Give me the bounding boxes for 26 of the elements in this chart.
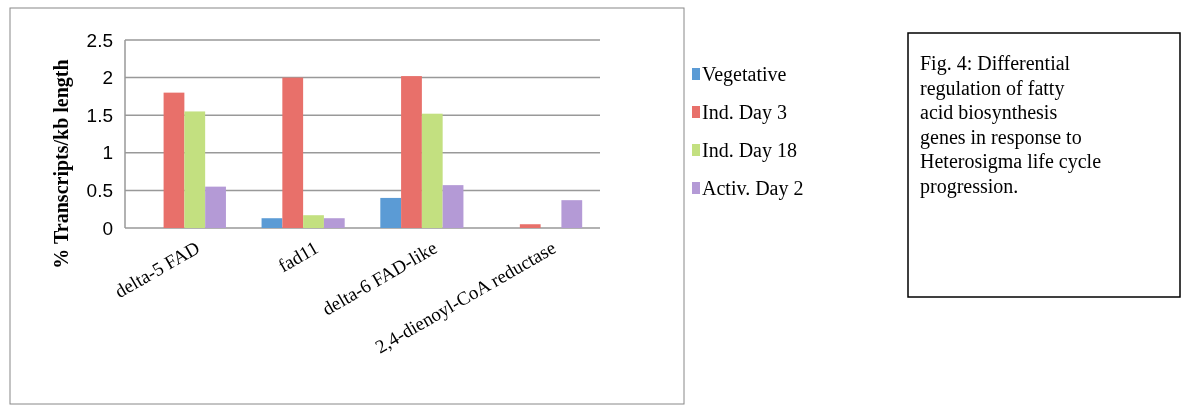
bar: [421, 113, 443, 228]
bar: [442, 185, 464, 228]
legend-label: Ind. Day 3: [702, 101, 787, 124]
y-tick-label: 0: [102, 217, 113, 239]
bar: [205, 186, 226, 228]
x-tick-label: fad11: [274, 236, 322, 277]
bar: [184, 111, 206, 228]
bar: [380, 197, 402, 228]
y-tick-label: 1: [102, 142, 113, 164]
legend-label: Ind. Day 18: [702, 139, 797, 162]
bar: [282, 77, 304, 228]
bar: [303, 215, 324, 228]
bar: [519, 224, 541, 228]
y-tick-label: 1.5: [86, 104, 113, 126]
legend-label: Activ. Day 2: [702, 177, 804, 200]
bar: [323, 218, 345, 228]
legend-label: Vegetative: [702, 63, 787, 86]
bar: [401, 76, 422, 228]
bar: [561, 200, 583, 228]
y-tick-label: 2.5: [86, 29, 113, 51]
caption: Fig. 4: Differential regulation of fatty acid biosynthesis genes in response to Heterosigma life cycle progression.: [920, 52, 1102, 198]
bar: [163, 92, 185, 228]
bar: [261, 218, 283, 228]
y-axis-title: % Transcripts/kb length: [50, 59, 73, 269]
y-tick-label: 0.5: [86, 180, 113, 202]
y-tick-label: 2: [102, 67, 113, 89]
